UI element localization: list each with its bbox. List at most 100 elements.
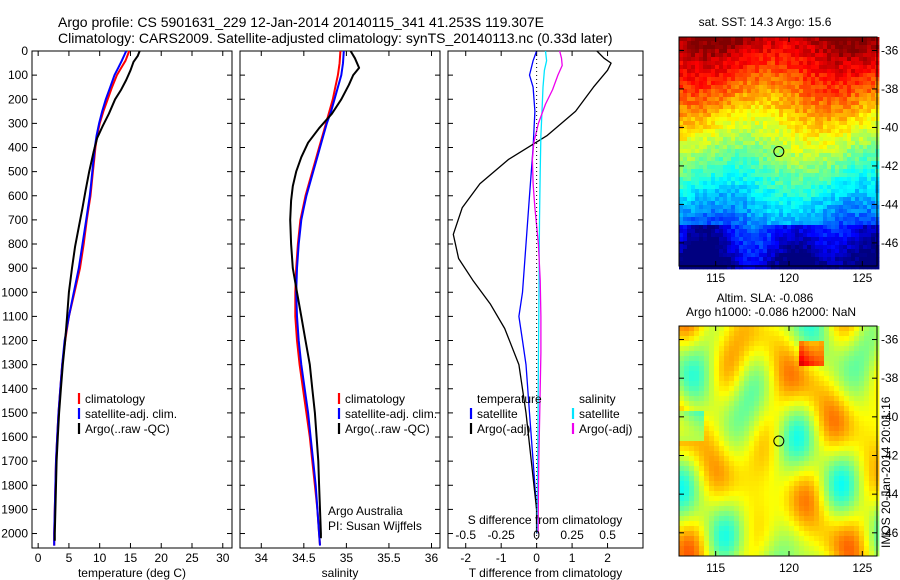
heatmap-cell [814, 491, 820, 497]
heatmap-cell [723, 149, 728, 154]
heatmap-cell [707, 57, 712, 62]
heatmap-cell [729, 406, 735, 412]
heatmap-cell [859, 257, 864, 262]
heatmap-cell [819, 496, 825, 502]
heatmap-cell [759, 346, 765, 352]
heatmap-cell [795, 109, 800, 114]
heatmap-cell [767, 153, 772, 158]
heatmap-cell [683, 85, 688, 90]
heatmap-cell [683, 161, 688, 166]
heatmap-cell [723, 225, 728, 230]
heatmap-cell [695, 53, 700, 58]
heatmap-cell [854, 466, 860, 472]
heatmap-cell [763, 45, 768, 50]
heatmap-cell [687, 49, 692, 54]
heatmap-cell [855, 153, 860, 158]
heatmap-cell [731, 113, 736, 118]
heatmap-cell [771, 61, 776, 66]
heatmap-cell [699, 376, 705, 382]
heatmap-cell [711, 137, 716, 142]
heatmap-cell [799, 381, 805, 387]
heatmap-cell [754, 406, 760, 412]
heatmap-cell [783, 113, 788, 118]
heatmap-cell [814, 351, 820, 357]
heatmap-cell [689, 521, 695, 527]
heatmap-cell [859, 501, 865, 507]
heatmap-cell [779, 396, 785, 402]
heatmap-cell [767, 53, 772, 58]
heatmap-cell [744, 466, 750, 472]
heatmap-cell [804, 346, 810, 352]
heatmap-cell [799, 69, 804, 74]
heatmap-cell [859, 117, 864, 122]
heatmap-cell [689, 386, 695, 392]
heatmap-cell [849, 326, 855, 332]
heatmap-cell [859, 476, 865, 482]
heatmap-cell [829, 421, 835, 427]
heatmap-cell [759, 149, 764, 154]
heatmap-cell [859, 49, 864, 54]
heatmap-cell [847, 185, 852, 190]
heatmap-cell [839, 249, 844, 254]
heatmap-cell [695, 253, 700, 258]
heatmap-cell [839, 113, 844, 118]
heatmap-cell [699, 456, 705, 462]
heatmap-cell [767, 145, 772, 150]
heatmap-cell [867, 201, 872, 206]
heatmap-cell [747, 205, 752, 210]
heatmap-cell [719, 451, 725, 457]
legend-label: satellite [477, 407, 518, 421]
heatmap-cell [799, 241, 804, 246]
heatmap-cell [819, 396, 825, 402]
heatmap-cell [863, 253, 868, 258]
heatmap-cell [784, 426, 790, 432]
heatmap-cell [691, 129, 696, 134]
heatmap-cell [787, 141, 792, 146]
heatmap-cell [771, 189, 776, 194]
y-tick-label: 1500 [1, 406, 28, 420]
heatmap-cell [707, 153, 712, 158]
heatmap-cell [779, 221, 784, 226]
heatmap-cell [754, 486, 760, 492]
heatmap-cell [799, 476, 805, 482]
heatmap-cell [809, 441, 815, 447]
heatmap-cell [749, 396, 755, 402]
heatmap-cell [839, 73, 844, 78]
heatmap-cell [804, 391, 810, 397]
heatmap-cell [815, 97, 820, 102]
heatmap-cell [839, 197, 844, 202]
heatmap-cell [749, 341, 755, 347]
heatmap-cell [823, 105, 828, 110]
heatmap-cell [789, 331, 795, 337]
heatmap-cell [843, 157, 848, 162]
heatmap-cell [839, 356, 845, 362]
heatmap-cell [794, 476, 800, 482]
heatmap-cell [694, 336, 700, 342]
heatmap-cell [751, 129, 756, 134]
heatmap-cell [751, 229, 756, 234]
heatmap-cell [699, 421, 705, 427]
heatmap-cell [704, 391, 710, 397]
heatmap-cell [775, 257, 780, 262]
heatmap-cell [775, 137, 780, 142]
heatmap-cell [839, 336, 845, 342]
heatmap-cell [799, 391, 805, 397]
heatmap-cell [743, 201, 748, 206]
heatmap-cell [699, 536, 705, 542]
heatmap-cell [684, 431, 690, 437]
heatmap-cell [763, 173, 768, 178]
heatmap-cell [715, 121, 720, 126]
heatmap-cell [683, 229, 688, 234]
heatmap-cell [723, 233, 728, 238]
heatmap-cell [815, 257, 820, 262]
heatmap-cell [695, 65, 700, 70]
heatmap-cell [854, 481, 860, 487]
heatmap-cell [703, 169, 708, 174]
heatmap-cell [811, 197, 816, 202]
heatmap-cell [831, 237, 836, 242]
heatmap-cell [739, 541, 745, 547]
heatmap-cell [843, 193, 848, 198]
heatmap-cell [844, 481, 850, 487]
heatmap-cell [694, 346, 700, 352]
heatmap-cell [835, 157, 840, 162]
